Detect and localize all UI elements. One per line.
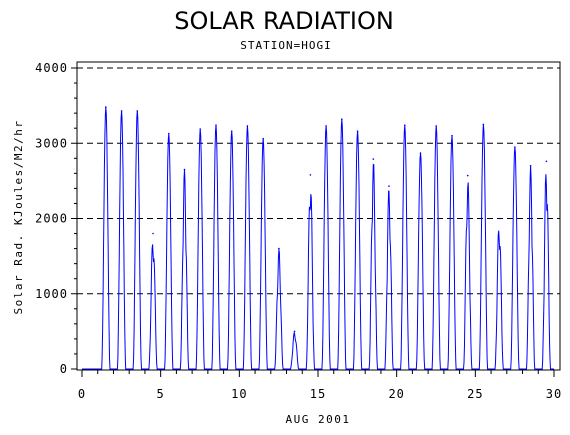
x-tick-label-10: 10 [231, 387, 247, 401]
chart-title: SOLAR RADIATION [174, 7, 394, 35]
daily-peak-point [356, 130, 359, 132]
daily-peak-point [168, 132, 170, 135]
y-tick-label-0: 0 [60, 362, 68, 376]
gridlines [77, 67, 560, 295]
x-axis: 0 5 10 15 20 25 30 [78, 370, 562, 401]
y-axis-label: Solar Rad. KJoules/M2/hr [12, 120, 25, 315]
daily-peak-point [466, 174, 469, 177]
daily-peak-point [404, 124, 406, 126]
x-axis-label: AUG 2001 [286, 413, 351, 426]
y-tick-label-1000: 1000 [35, 287, 68, 301]
plot-frame [76, 61, 561, 371]
daily-peak-point [341, 118, 343, 120]
daily-peak-point [498, 217, 501, 220]
daily-peak-point [545, 160, 548, 163]
daily-peak-point [293, 330, 296, 333]
daily-peak-point [514, 146, 516, 148]
daily-peak-point [246, 125, 249, 127]
daily-peak-point [309, 174, 312, 176]
daily-peak-point [451, 134, 453, 137]
daily-peak-point [388, 185, 390, 187]
daily-peak-point [372, 158, 375, 160]
daily-peak-point [419, 152, 422, 154]
x-tick-label-15: 15 [310, 387, 326, 401]
daily-peak-point [230, 130, 233, 132]
x-tick-label-30: 30 [546, 387, 562, 401]
daily-peak-point [183, 168, 186, 171]
daily-peak-point [325, 125, 327, 127]
x-tick-label-5: 5 [157, 387, 165, 401]
y-tick-label-2000: 2000 [35, 212, 68, 226]
daily-peak-point [136, 110, 139, 112]
chart-subtitle: STATION=HOGI [240, 39, 331, 52]
daily-peak-point [105, 106, 107, 108]
daily-peak-point [278, 247, 280, 250]
daily-peak-point [529, 165, 532, 167]
x-tick-label-25: 25 [467, 387, 483, 401]
daily-peak-point [152, 232, 154, 235]
daily-peak-point [435, 125, 438, 127]
daily-peak-point [120, 110, 123, 112]
daily-peak-point [215, 124, 217, 126]
daily-peak-point [482, 123, 485, 126]
x-tick-label-20: 20 [388, 387, 404, 401]
series-line [82, 106, 554, 370]
y-tick-label-4000: 4000 [35, 61, 68, 75]
y-axis: 0 1000 2000 3000 4000 [35, 61, 77, 376]
y-tick-label-3000: 3000 [35, 136, 68, 150]
radiation-series-line [82, 107, 554, 370]
x-tick-label-0: 0 [78, 387, 86, 401]
daily-peak-point [199, 128, 201, 130]
daily-peak-point [262, 137, 265, 140]
